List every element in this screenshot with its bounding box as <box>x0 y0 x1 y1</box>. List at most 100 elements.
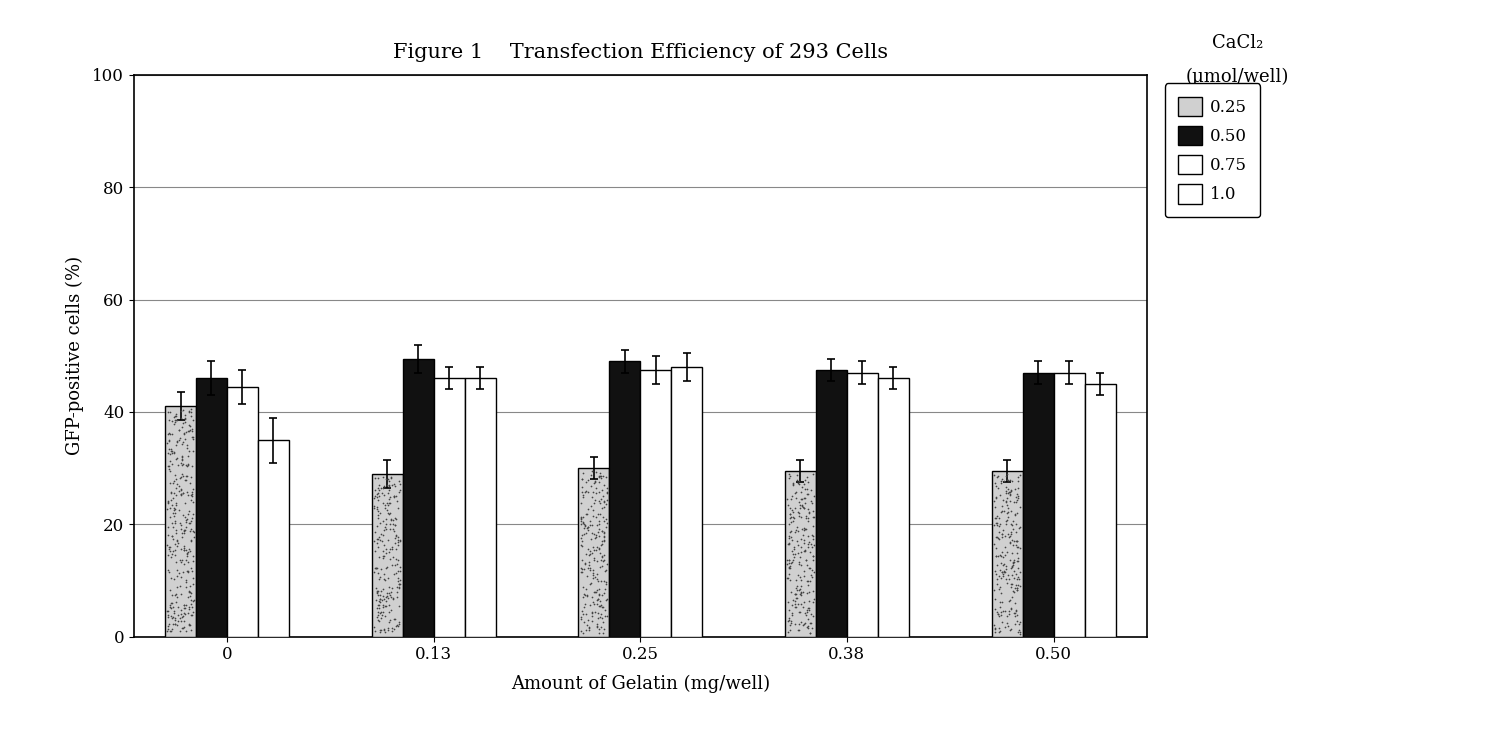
Point <box>998 473 1021 485</box>
Point <box>165 533 189 545</box>
Point <box>995 487 1018 499</box>
Point <box>1001 561 1024 573</box>
Point <box>983 476 1007 488</box>
Point <box>995 546 1018 558</box>
Point <box>797 604 820 616</box>
Point <box>182 431 205 443</box>
Point <box>170 450 194 462</box>
Point <box>786 547 810 559</box>
Point <box>785 580 809 592</box>
Point <box>588 547 612 559</box>
Point <box>162 618 186 630</box>
Point <box>792 544 816 556</box>
Point <box>1007 552 1030 564</box>
Point <box>783 595 807 607</box>
Point <box>182 414 205 426</box>
Point <box>779 560 803 572</box>
Point <box>789 546 813 558</box>
Point <box>995 560 1018 572</box>
Point <box>174 521 198 533</box>
Point <box>371 487 395 499</box>
Point <box>365 593 389 605</box>
Point <box>375 561 399 573</box>
Point <box>984 471 1008 483</box>
Point <box>381 623 405 635</box>
Point <box>986 470 1010 482</box>
Point <box>989 549 1013 561</box>
Point <box>179 562 203 574</box>
Point <box>573 624 597 636</box>
Point <box>785 582 809 594</box>
Point <box>365 586 389 598</box>
Point <box>174 486 198 498</box>
Point <box>171 458 195 470</box>
Point <box>777 568 801 580</box>
Point <box>161 548 185 560</box>
Point <box>569 562 593 574</box>
Point <box>792 570 816 582</box>
Point <box>584 586 608 598</box>
Point <box>594 498 618 510</box>
Point <box>1002 536 1026 548</box>
Point <box>182 445 205 457</box>
Point <box>159 445 183 457</box>
Point <box>366 490 390 502</box>
Bar <box>165 406 197 637</box>
Point <box>594 610 618 622</box>
Point <box>582 476 606 488</box>
Point <box>786 539 810 551</box>
Point <box>587 607 610 619</box>
Point <box>792 619 816 631</box>
Point <box>158 545 182 557</box>
Point <box>380 479 404 491</box>
Point <box>779 617 803 629</box>
Point <box>369 624 393 636</box>
Point <box>998 531 1021 543</box>
Point <box>792 492 816 504</box>
Point <box>797 579 820 591</box>
Point <box>1004 607 1027 619</box>
Point <box>387 581 411 593</box>
Point <box>170 484 194 496</box>
Point <box>173 542 197 554</box>
Point <box>177 585 201 597</box>
Point <box>176 551 200 562</box>
Point <box>375 488 399 500</box>
Point <box>161 545 185 557</box>
Point <box>165 535 189 547</box>
Point <box>998 486 1021 498</box>
Point <box>161 612 185 624</box>
Point <box>375 497 399 509</box>
Point <box>362 535 386 547</box>
Point <box>168 471 192 483</box>
Point <box>777 472 801 484</box>
Point <box>794 609 817 621</box>
Point <box>801 610 825 622</box>
Point <box>380 541 404 553</box>
Point <box>981 495 1005 507</box>
Point <box>383 613 406 625</box>
Point <box>785 592 809 604</box>
Point <box>164 416 188 428</box>
Point <box>578 621 602 633</box>
Point <box>173 474 197 486</box>
Point <box>798 575 822 587</box>
Point <box>1005 535 1029 547</box>
Point <box>366 601 390 613</box>
Point <box>1005 488 1029 500</box>
Point <box>780 556 804 568</box>
Point <box>168 404 192 416</box>
Point <box>983 625 1007 637</box>
Point <box>579 547 603 559</box>
Point <box>1002 497 1026 509</box>
Point <box>156 529 180 541</box>
Point <box>791 530 814 542</box>
Point <box>377 507 401 519</box>
Point <box>174 516 198 528</box>
Point <box>1002 559 1026 571</box>
Point <box>783 618 807 630</box>
Point <box>363 562 387 574</box>
Point <box>797 503 820 515</box>
Point <box>570 481 594 493</box>
Point <box>378 497 402 509</box>
